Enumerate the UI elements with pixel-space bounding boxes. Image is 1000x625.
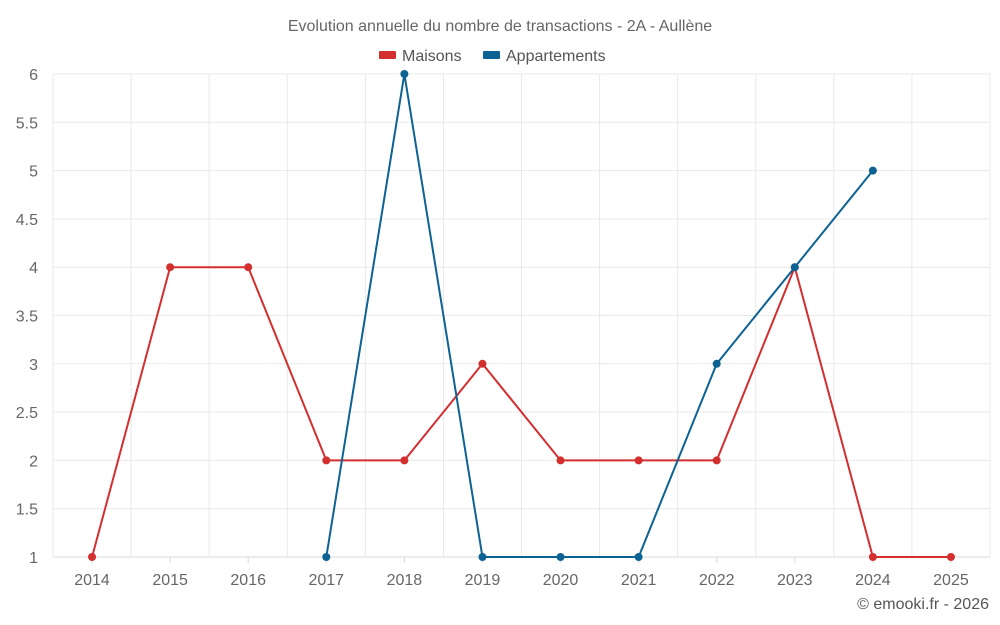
data-point-appartements[interactable] bbox=[400, 70, 409, 78]
legend: Maisons Appartements bbox=[379, 48, 606, 65]
legend-item-maisons[interactable]: Maisons bbox=[379, 48, 462, 65]
data-point-maisons[interactable] bbox=[712, 456, 721, 465]
y-axis: 1 1.5 2 2.5 3 3.5 4 4.5 5 5.5 6 bbox=[16, 67, 38, 567]
y-tick-label: 5.5 bbox=[16, 115, 38, 132]
y-tick-label: 3 bbox=[29, 357, 38, 374]
x-tick-label: 2022 bbox=[699, 572, 735, 589]
x-tick-label: 2025 bbox=[933, 572, 969, 589]
data-point-appartements[interactable] bbox=[478, 553, 487, 561]
x-axis: 2014 2015 2016 2017 2018 2019 2020 2021 2022 2023… bbox=[74, 557, 969, 589]
chart-title: Evolution annuelle du nombre de transact… bbox=[288, 18, 712, 35]
series-layer bbox=[88, 70, 955, 561]
y-tick-label: 4.5 bbox=[16, 212, 38, 229]
data-point-maisons[interactable] bbox=[400, 456, 409, 465]
x-tick-label: 2020 bbox=[543, 572, 579, 589]
data-point-maisons[interactable] bbox=[946, 553, 955, 561]
legend-item-appartements[interactable]: Appartements bbox=[483, 48, 606, 65]
y-tick-label: 1.5 bbox=[16, 502, 38, 519]
credit-text: © emooki.fr - 2026 bbox=[857, 596, 989, 613]
data-point-appartements[interactable] bbox=[322, 553, 331, 561]
data-point-maisons[interactable] bbox=[634, 456, 643, 465]
data-point-maisons[interactable] bbox=[244, 263, 253, 272]
x-tick-label: 2023 bbox=[777, 572, 813, 589]
x-tick-label: 2019 bbox=[465, 572, 501, 589]
series-line-appartements bbox=[325, 73, 874, 558]
x-tick-label: 2021 bbox=[621, 572, 657, 589]
legend-label-maisons: Maisons bbox=[402, 48, 462, 65]
x-tick-label: 2015 bbox=[152, 572, 188, 589]
x-tick-label: 2016 bbox=[230, 572, 266, 589]
y-tick-label: 6 bbox=[29, 67, 38, 84]
data-point-maisons[interactable] bbox=[88, 553, 97, 561]
x-tick-label: 2017 bbox=[308, 572, 344, 589]
y-tick-label: 1 bbox=[29, 550, 38, 567]
series-maisons bbox=[88, 263, 955, 561]
data-point-appartements[interactable] bbox=[868, 166, 877, 175]
legend-label-appartements: Appartements bbox=[506, 48, 606, 65]
x-tick-label: 2018 bbox=[387, 572, 423, 589]
grid bbox=[52, 73, 991, 558]
legend-swatch-maisons bbox=[379, 51, 396, 59]
data-point-maisons[interactable] bbox=[166, 263, 175, 272]
data-point-appartements[interactable] bbox=[556, 553, 565, 561]
data-point-maisons[interactable] bbox=[322, 456, 331, 465]
series-appartements bbox=[322, 70, 877, 561]
series-line-maisons bbox=[91, 266, 951, 558]
data-point-maisons[interactable] bbox=[868, 553, 877, 561]
data-point-appartements[interactable] bbox=[634, 553, 643, 561]
data-point-appartements[interactable] bbox=[712, 359, 721, 368]
data-point-maisons[interactable] bbox=[478, 359, 487, 368]
x-tick-label: 2014 bbox=[74, 572, 110, 589]
y-tick-label: 2 bbox=[29, 453, 38, 470]
y-tick-label: 4 bbox=[29, 260, 38, 277]
legend-swatch-appartements bbox=[483, 51, 500, 59]
y-tick-label: 5 bbox=[29, 164, 38, 181]
y-tick-label: 3.5 bbox=[16, 309, 38, 326]
data-point-maisons[interactable] bbox=[556, 456, 565, 465]
x-tick-label: 2024 bbox=[855, 572, 891, 589]
data-point-appartements[interactable] bbox=[790, 263, 799, 272]
y-tick-label: 2.5 bbox=[16, 405, 38, 422]
